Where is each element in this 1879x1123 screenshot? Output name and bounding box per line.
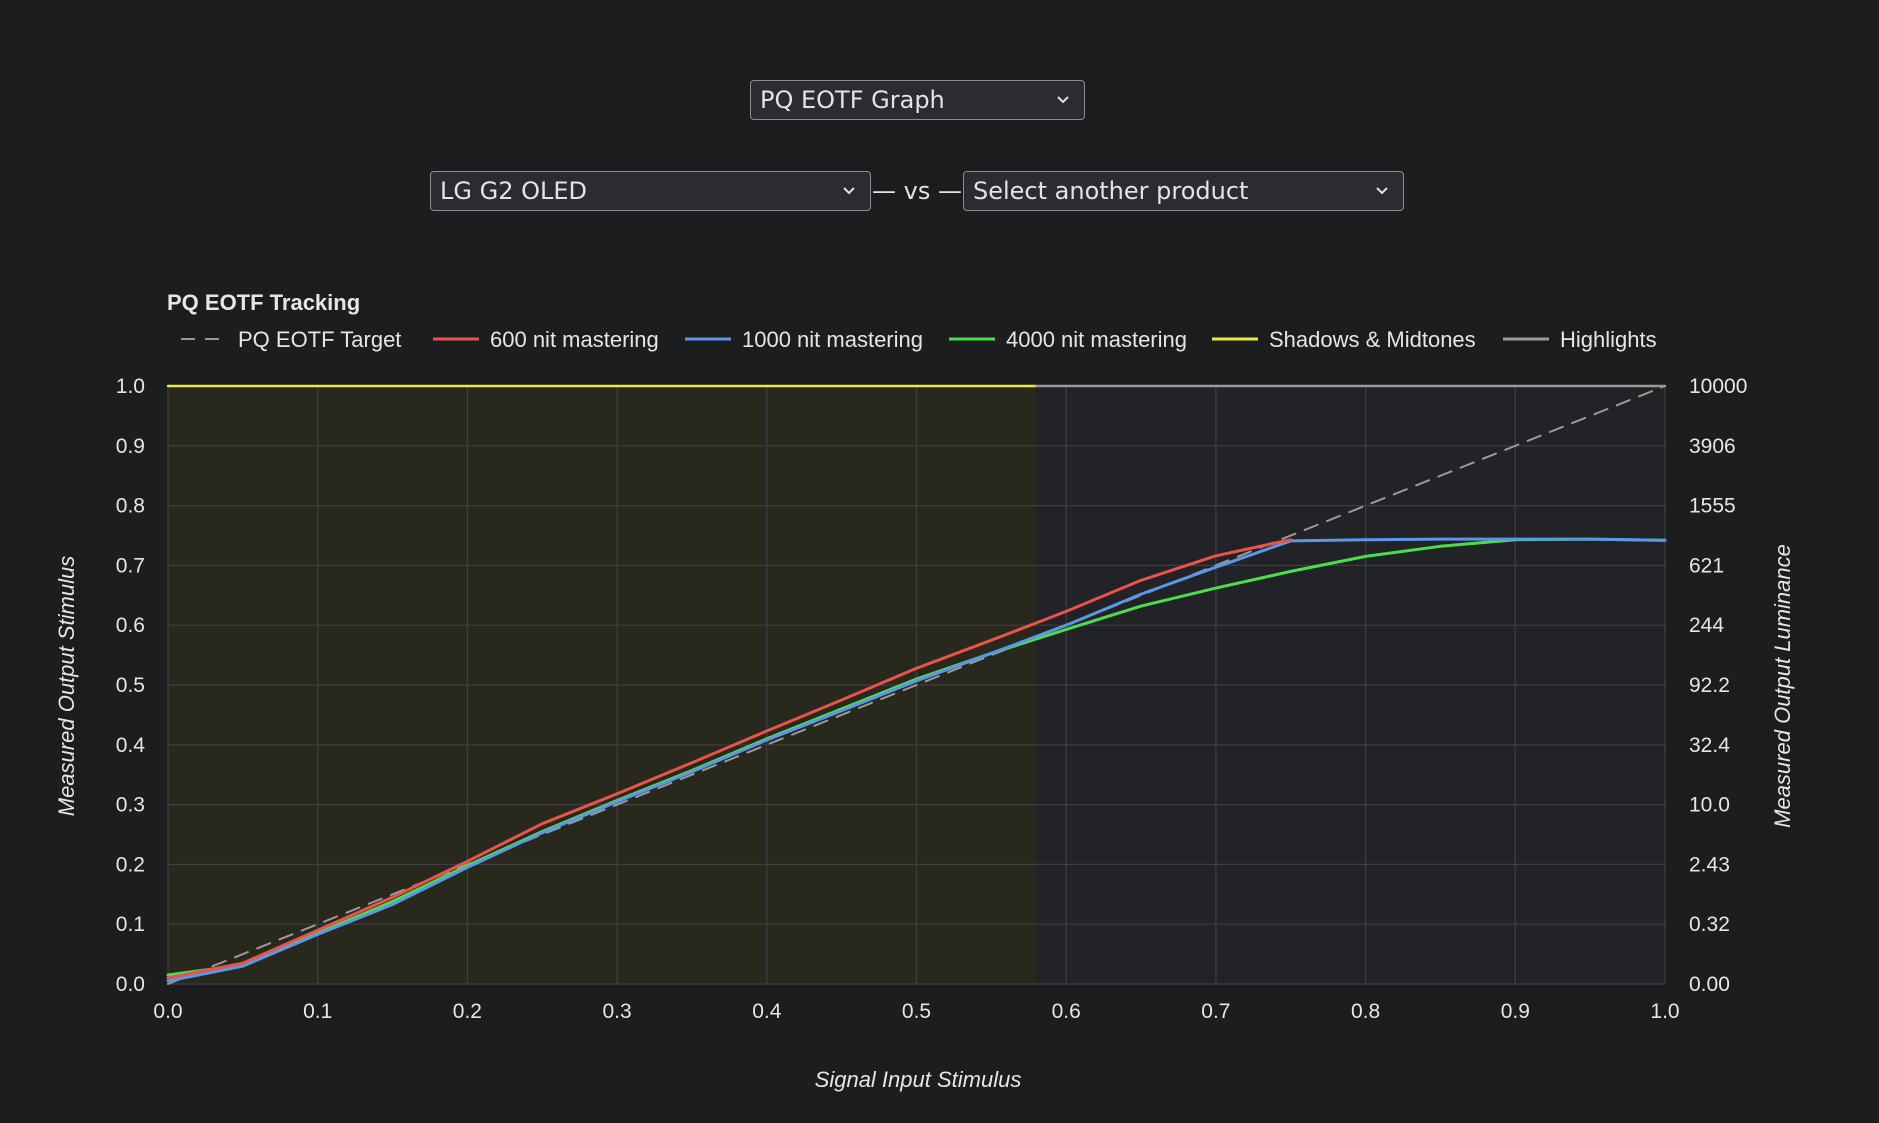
product-a-select[interactable]: LG G2 OLED: [430, 171, 871, 211]
x-tick-label: 0.8: [1351, 1000, 1380, 1023]
x-tick-label: 0.6: [1052, 1000, 1081, 1023]
graph-type-select-value: PQ EOTF Graph: [760, 86, 945, 114]
y-tick-label: 0.6: [116, 614, 145, 637]
y-tick-label: 0.5: [116, 674, 145, 697]
product-b-select-value: Select another product: [973, 177, 1249, 205]
y2-tick-label: 621: [1689, 554, 1724, 577]
x-tick-label: 0.9: [1501, 1000, 1530, 1023]
y-axis-label: Measured Output Stimulus: [54, 556, 79, 816]
y2-tick-label: 92.2: [1689, 674, 1730, 697]
x-tick-label: 0.2: [453, 1000, 482, 1023]
product-a-select-value: LG G2 OLED: [440, 177, 587, 205]
x-tick-label: 0.0: [153, 1000, 182, 1023]
y2-tick-label: 2.43: [1689, 853, 1730, 876]
x-tick-label: 0.5: [902, 1000, 931, 1023]
y2-axis-label: Measured Output Luminance: [1770, 544, 1795, 828]
y-tick-label: 0.0: [116, 973, 145, 996]
y-tick-label: 0.2: [116, 853, 145, 876]
x-axis-label: Signal Input Stimulus: [815, 1067, 1022, 1092]
legend-label-600-nit-mastering: 600 nit mastering: [490, 327, 659, 352]
y2-tick-label: 0.32: [1689, 913, 1730, 936]
y2-tick-label: 32.4: [1689, 734, 1730, 757]
y-tick-label: 0.3: [116, 794, 145, 817]
product-b-select[interactable]: Select another product: [963, 171, 1404, 211]
chevron-down-icon: [1057, 96, 1069, 104]
y-tick-label: 0.4: [116, 734, 146, 757]
vs-label: — vs —: [872, 177, 962, 205]
legend-label-highlights: Highlights: [1560, 327, 1657, 352]
y-tick-label: 1.0: [116, 375, 145, 398]
y2-tick-label: 1555: [1689, 495, 1736, 518]
chevron-down-icon: [1376, 187, 1388, 195]
x-tick-label: 0.4: [752, 1000, 782, 1023]
y-tick-label: 0.1: [116, 913, 145, 936]
x-tick-label: 0.3: [602, 1000, 631, 1023]
legend-label-pq-eotf-target: PQ EOTF Target: [238, 327, 401, 352]
legend-label-shadows-midtones: Shadows & Midtones: [1269, 327, 1476, 352]
y-tick-label: 0.9: [116, 435, 145, 458]
graph-type-select[interactable]: PQ EOTF Graph: [750, 80, 1085, 120]
y2-tick-label: 244: [1689, 614, 1724, 637]
x-tick-label: 0.1: [303, 1000, 332, 1023]
chart-title: PQ EOTF Tracking: [167, 290, 360, 315]
x-tick-label: 0.7: [1201, 1000, 1230, 1023]
y-tick-label: 0.7: [116, 554, 145, 577]
y2-tick-label: 0.00: [1689, 973, 1730, 996]
y2-tick-label: 3906: [1689, 435, 1736, 458]
y2-tick-label: 10000: [1689, 375, 1747, 398]
y-tick-label: 0.8: [116, 495, 145, 518]
legend-label-4000-nit-mastering: 4000 nit mastering: [1006, 327, 1187, 352]
series-line-4000-nit-mastering: [166, 537, 1667, 977]
series-line-1000-nit-mastering: [166, 537, 1667, 983]
series-line-600-nit-mastering: [166, 538, 1293, 980]
y2-tick-label: 10.0: [1689, 794, 1730, 817]
legend-label-1000-nit-mastering: 1000 nit mastering: [742, 327, 923, 352]
x-tick-label: 1.0: [1650, 1000, 1679, 1023]
chevron-down-icon: [843, 187, 855, 195]
